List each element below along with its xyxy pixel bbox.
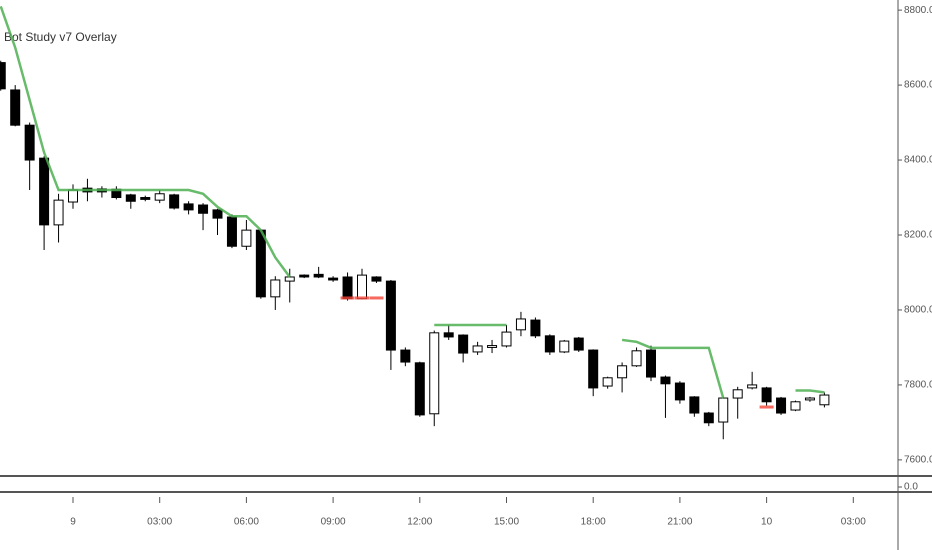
- candle-body: [747, 384, 758, 389]
- candle-body: [385, 280, 396, 351]
- signal-mark: [355, 296, 369, 300]
- candle-body: [198, 204, 209, 214]
- x-tick-label: 21:00: [667, 517, 692, 528]
- x-tick-label: 15:00: [494, 517, 519, 528]
- candle-body: [689, 396, 700, 414]
- y-tick-label: 8800.0: [904, 5, 932, 16]
- candle-body: [631, 350, 642, 367]
- x-tick-label: 03:00: [841, 517, 866, 528]
- candle-body: [270, 279, 281, 298]
- candle-body: [169, 194, 180, 209]
- candle-body: [414, 362, 425, 416]
- candle-body: [732, 389, 743, 399]
- candle-body: [284, 276, 295, 282]
- x-tick-label: 10: [761, 517, 773, 528]
- candle-body: [10, 89, 21, 126]
- candle-body: [472, 345, 483, 353]
- candle-body: [544, 335, 555, 353]
- candle-body: [313, 273, 324, 278]
- candle-body: [154, 193, 165, 201]
- candle-body: [342, 276, 353, 300]
- candle-body: [559, 340, 570, 353]
- candle-body: [703, 412, 714, 424]
- candle-body: [371, 276, 382, 282]
- overlay-line: [0, 5, 825, 399]
- x-tick-label: 09:00: [321, 517, 346, 528]
- candle-body: [328, 277, 339, 281]
- candle-body: [24, 124, 35, 161]
- chart-title: Bot Study v7 Overlay: [4, 30, 117, 44]
- x-tick-label: 03:00: [147, 517, 172, 528]
- candle-body: [761, 387, 772, 403]
- candle-body: [660, 376, 671, 385]
- candle-body: [515, 318, 526, 331]
- candle-body: [53, 199, 64, 226]
- candle-body: [429, 332, 440, 415]
- candle-body: [443, 332, 454, 338]
- candle-body: [241, 229, 252, 247]
- y-tick-label: 8600.0: [904, 80, 932, 91]
- candle-body: [588, 349, 599, 389]
- candle-body: [299, 274, 310, 278]
- candle-body: [804, 397, 815, 401]
- candle-body: [819, 394, 830, 406]
- candle-body: [68, 189, 78, 203]
- candle-body: [674, 382, 685, 401]
- x-tick-label: 18:00: [581, 517, 606, 528]
- candle-body: [776, 397, 787, 414]
- candle-body: [140, 197, 151, 200]
- x-tick-label: 06:00: [234, 517, 259, 528]
- candle-body: [573, 337, 584, 351]
- candle-body: [790, 401, 801, 411]
- y-tick-label: 7800.0: [904, 380, 932, 391]
- candle-body: [501, 331, 512, 347]
- candle-body: [718, 397, 729, 423]
- candle-body: [125, 194, 136, 202]
- candle-body: [357, 274, 367, 300]
- y-tick-label: 7600.0: [904, 455, 932, 466]
- candle-body: [39, 157, 50, 226]
- candle-body: [487, 345, 498, 348]
- candle-body: [458, 334, 469, 354]
- candle-body: [530, 319, 541, 337]
- signal-mark: [759, 405, 774, 409]
- y-tick-label: 8400.0: [904, 155, 932, 166]
- candle-body: [617, 365, 628, 379]
- candle-body: [0, 62, 6, 90]
- candle-body: [255, 229, 266, 298]
- x-tick-label: 12:00: [407, 517, 432, 528]
- signal-mark: [369, 296, 384, 300]
- pane-tick-label: 0.0: [904, 482, 918, 493]
- candle-body: [400, 349, 411, 363]
- y-tick-label: 8200.0: [904, 230, 932, 241]
- candle-body: [602, 377, 613, 387]
- signal-mark: [340, 296, 355, 300]
- x-tick-label: 9: [70, 517, 76, 528]
- candle-body: [183, 203, 194, 211]
- y-tick-label: 8000.0: [904, 305, 932, 316]
- candle-body: [212, 209, 223, 219]
- candle-body: [646, 349, 656, 378]
- candle-body: [226, 216, 237, 247]
